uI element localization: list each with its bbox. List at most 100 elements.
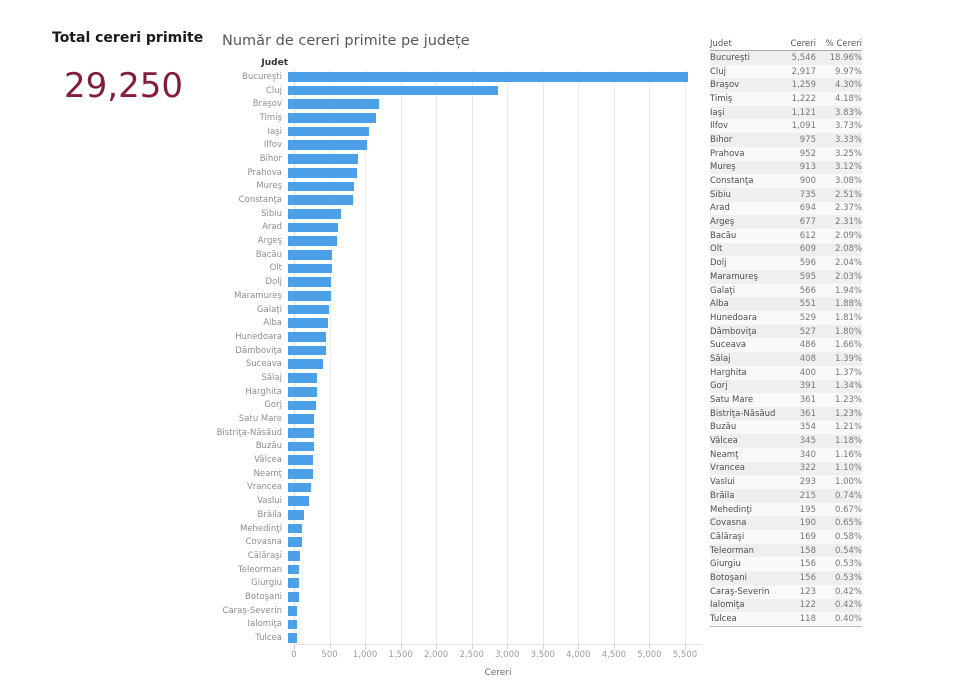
bar[interactable] [288, 537, 302, 548]
table-row[interactable]: Botoşani 156 0.53% [710, 571, 862, 585]
table-row[interactable]: Argeş 677 2.31% [710, 215, 862, 229]
bar[interactable] [288, 564, 300, 575]
bar[interactable] [288, 468, 313, 479]
table-row[interactable]: Giurgiu 156 0.53% [710, 557, 862, 572]
table-row[interactable]: Cluj 2,917 9.97% [710, 64, 862, 79]
table-cell-cereri: 486 [799, 340, 816, 351]
table-row[interactable]: Vâlcea 345 1.18% [710, 434, 862, 448]
bar[interactable] [288, 140, 367, 151]
bar-track [288, 494, 702, 508]
table-row[interactable]: Arad 694 2.37% [710, 201, 862, 216]
bar[interactable] [288, 619, 297, 630]
bar[interactable] [288, 154, 359, 164]
table-row[interactable]: Bacău 612 2.09% [710, 228, 862, 243]
table-row[interactable]: Bihor 975 3.33% [710, 133, 862, 147]
bar[interactable] [288, 386, 317, 397]
table-row[interactable]: Caraş-Severin 123 0.42% [710, 584, 862, 599]
bar[interactable] [288, 455, 313, 465]
chart-row: Bistriţa-Năsăud [216, 426, 702, 440]
bar[interactable] [288, 482, 312, 493]
table-row[interactable]: Satu Mare 361 1.23% [710, 393, 862, 407]
table-cell-pct: 2.08% [834, 244, 862, 255]
table-row[interactable]: Prahova 952 3.25% [710, 146, 862, 161]
bar[interactable] [288, 523, 303, 534]
axis-tick-label: 0 [291, 650, 297, 660]
table-row[interactable]: Mehedinţi 195 0.67% [710, 502, 862, 517]
bar[interactable] [288, 195, 353, 205]
axis-tick-label: 5,500 [672, 650, 698, 660]
bar[interactable] [288, 304, 329, 315]
chart-rows: Bucureşti Cluj Braşov Timiş Iaşi Ilfov Bihor Pr… [216, 70, 702, 645]
bar[interactable] [288, 605, 297, 616]
bar[interactable] [288, 414, 315, 424]
bar[interactable] [288, 167, 357, 178]
bar-label: Iaşi [267, 126, 282, 137]
table-row[interactable]: Dolj 596 2.04% [710, 256, 862, 270]
bar[interactable] [288, 277, 331, 287]
table-row[interactable]: Dâmboviţa 527 1.80% [710, 324, 862, 339]
table-row[interactable]: Gorj 391 1.34% [710, 379, 862, 394]
table-row[interactable]: Braşov 1,259 4.30% [710, 78, 862, 93]
table-row[interactable]: Brăila 215 0.74% [710, 489, 862, 503]
bar[interactable] [288, 373, 318, 383]
table-row[interactable]: Hunedoara 529 1.81% [710, 311, 862, 325]
bar[interactable] [288, 291, 331, 301]
table-row[interactable]: Galaţi 566 1.94% [710, 283, 862, 298]
bar[interactable] [288, 222, 339, 233]
table-row[interactable]: Ilfov 1,091 3.73% [710, 119, 862, 134]
table-row[interactable]: Bucureşti 5,546 18.96% [710, 51, 862, 65]
table-row[interactable]: Olt 609 2.08% [710, 242, 862, 257]
table-row[interactable]: Mureş 913 3.12% [710, 160, 862, 175]
bar[interactable] [288, 345, 326, 356]
bar[interactable] [288, 400, 317, 411]
bar[interactable] [288, 551, 301, 561]
bar[interactable] [288, 181, 354, 192]
bar[interactable] [288, 236, 337, 246]
table-row[interactable]: Tulcea 118 0.40% [710, 612, 862, 626]
bar[interactable] [288, 263, 332, 274]
bar[interactable] [288, 85, 499, 96]
table-row[interactable]: Sibiu 735 2.51% [710, 187, 862, 202]
table-row[interactable]: Constanţa 900 3.08% [710, 174, 862, 188]
bar[interactable] [288, 99, 379, 110]
bar[interactable] [288, 332, 327, 342]
table-row[interactable]: Covasna 190 0.65% [710, 516, 862, 531]
bar-label: Maramureş [234, 290, 282, 301]
table-row[interactable]: Neamţ 340 1.16% [710, 447, 862, 462]
gridline [649, 70, 651, 644]
bar-label: Arad [262, 222, 282, 233]
bar[interactable] [288, 496, 310, 506]
bar[interactable] [288, 113, 377, 123]
table-cell-cereri: 215 [799, 490, 816, 501]
table-row[interactable]: Buzău 354 1.21% [710, 420, 862, 435]
table-row[interactable]: Maramureş 595 2.03% [710, 270, 862, 284]
table-cell-judet: Sibiu [710, 189, 731, 200]
table-row[interactable]: Vaslui 293 1.00% [710, 475, 862, 489]
axis-tick-mark [613, 645, 615, 649]
bar[interactable] [288, 318, 328, 329]
bar[interactable] [288, 72, 688, 82]
table-cell-cereri: 345 [799, 436, 816, 447]
bar[interactable] [288, 427, 315, 438]
bar[interactable] [288, 441, 314, 452]
bar[interactable] [288, 249, 333, 260]
table-row[interactable]: Călăraşi 169 0.58% [710, 530, 862, 544]
table-row[interactable]: Alba 551 1.88% [710, 297, 862, 312]
bar[interactable] [288, 510, 304, 520]
table-row[interactable]: Teleorman 158 0.54% [710, 543, 862, 558]
table-row[interactable]: Suceava 486 1.66% [710, 338, 862, 353]
table-cell-judet: Harghita [710, 367, 747, 378]
bar[interactable] [288, 126, 369, 137]
table-row[interactable]: Bistriţa-Năsăud 361 1.23% [710, 406, 862, 421]
bar[interactable] [288, 633, 297, 643]
table-row[interactable]: Iaşi 1,121 3.83% [710, 105, 862, 120]
table-row[interactable]: Sălaj 408 1.39% [710, 352, 862, 366]
bar[interactable] [288, 592, 300, 602]
table-row[interactable]: Timiş 1,222 4.18% [710, 92, 862, 106]
table-row[interactable]: Ialomiţa 122 0.42% [710, 598, 862, 613]
table-row[interactable]: Harghita 400 1.37% [710, 365, 862, 380]
bar[interactable] [288, 578, 300, 589]
bar[interactable] [288, 359, 324, 370]
table-row[interactable]: Vrancea 322 1.10% [710, 461, 862, 476]
bar[interactable] [288, 208, 341, 219]
